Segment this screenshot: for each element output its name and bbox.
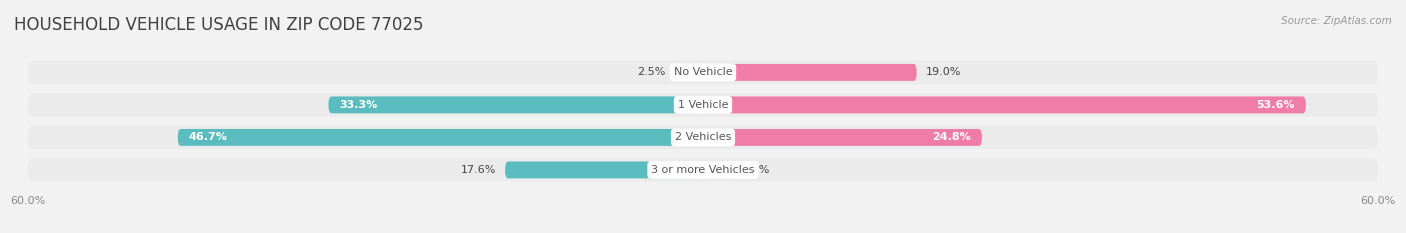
FancyBboxPatch shape: [505, 161, 703, 178]
Text: 2 Vehicles: 2 Vehicles: [675, 132, 731, 142]
Text: 2.6%: 2.6%: [741, 165, 769, 175]
FancyBboxPatch shape: [703, 129, 981, 146]
Text: No Vehicle: No Vehicle: [673, 67, 733, 77]
Text: 17.6%: 17.6%: [461, 165, 496, 175]
Text: 33.3%: 33.3%: [340, 100, 378, 110]
FancyBboxPatch shape: [177, 129, 703, 146]
Text: 19.0%: 19.0%: [925, 67, 962, 77]
FancyBboxPatch shape: [703, 64, 917, 81]
FancyBboxPatch shape: [675, 64, 703, 81]
FancyBboxPatch shape: [329, 96, 703, 113]
FancyBboxPatch shape: [703, 161, 733, 178]
FancyBboxPatch shape: [28, 158, 1378, 182]
Text: 24.8%: 24.8%: [932, 132, 970, 142]
Text: 46.7%: 46.7%: [188, 132, 228, 142]
FancyBboxPatch shape: [28, 93, 1378, 116]
Text: HOUSEHOLD VEHICLE USAGE IN ZIP CODE 77025: HOUSEHOLD VEHICLE USAGE IN ZIP CODE 7702…: [14, 16, 423, 34]
Text: 1 Vehicle: 1 Vehicle: [678, 100, 728, 110]
Text: 53.6%: 53.6%: [1256, 100, 1295, 110]
FancyBboxPatch shape: [28, 126, 1378, 149]
Text: 2.5%: 2.5%: [637, 67, 666, 77]
FancyBboxPatch shape: [703, 96, 1306, 113]
Text: Source: ZipAtlas.com: Source: ZipAtlas.com: [1281, 16, 1392, 26]
Text: 3 or more Vehicles: 3 or more Vehicles: [651, 165, 755, 175]
FancyBboxPatch shape: [28, 61, 1378, 84]
